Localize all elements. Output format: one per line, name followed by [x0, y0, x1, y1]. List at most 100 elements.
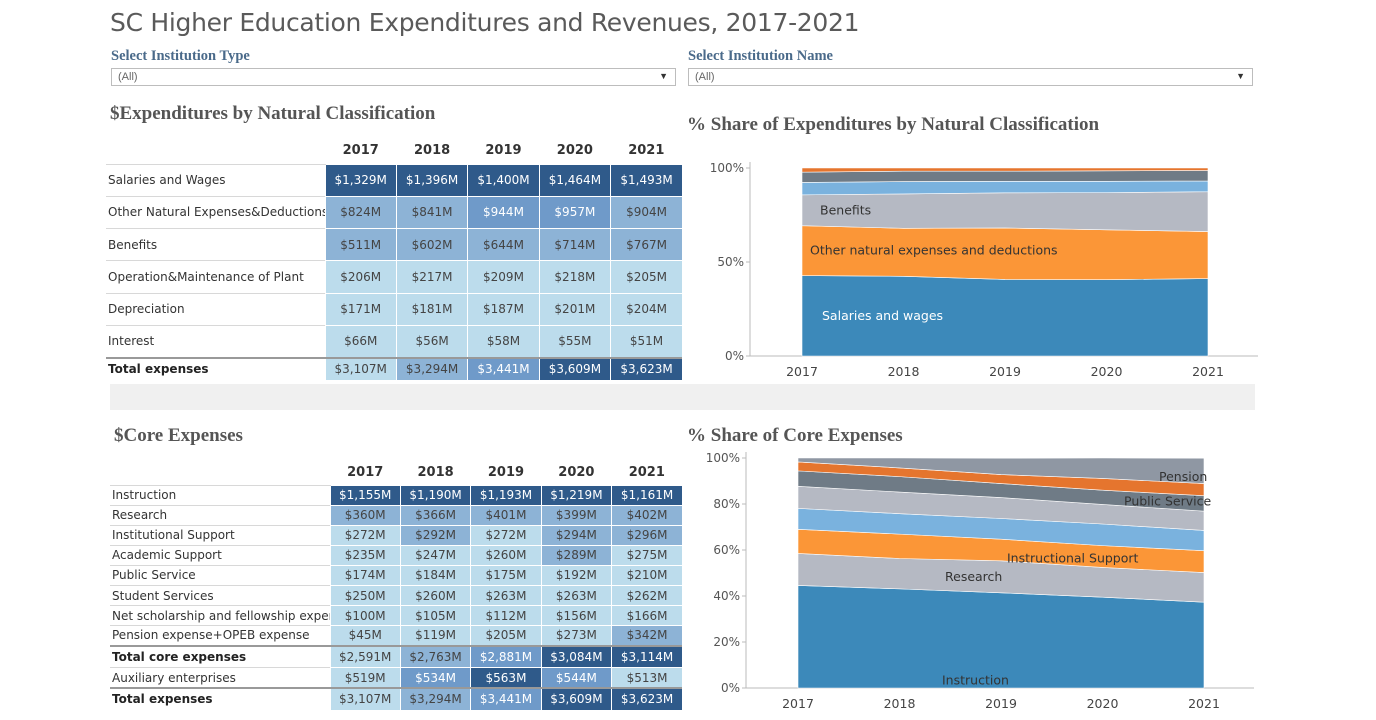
table-cell[interactable]: $3,114M [611, 644, 682, 668]
table-cell[interactable]: $3,107M [324, 356, 397, 380]
table-cell[interactable]: $714M [538, 228, 611, 261]
table-cell[interactable]: $644M [467, 228, 540, 261]
table-cell[interactable]: $273M [540, 625, 612, 646]
table-cell[interactable]: $181M [395, 292, 468, 326]
table-cell[interactable]: $3,609M [538, 356, 611, 380]
table-cell[interactable]: $55M [538, 324, 611, 358]
table-cell[interactable]: $3,294M [395, 356, 468, 380]
table-cell[interactable]: $2,881M [470, 644, 542, 668]
table-cell[interactable]: $1,396M [395, 163, 468, 197]
table-cell[interactable]: $260M [470, 544, 542, 566]
table-cell[interactable]: $209M [467, 260, 540, 294]
table-cell[interactable]: $904M [610, 195, 682, 229]
table-cell[interactable]: $156M [540, 605, 612, 626]
table-cell[interactable]: $366M [399, 504, 471, 526]
table-cell[interactable]: $1,193M [470, 484, 542, 506]
table-cell[interactable]: $401M [470, 504, 542, 526]
table-cell[interactable]: $263M [540, 584, 612, 606]
table-cell[interactable]: $513M [611, 667, 682, 688]
table-cell[interactable]: $1,155M [329, 484, 401, 506]
table-cell[interactable]: $217M [395, 260, 468, 294]
table-cell[interactable]: $205M [470, 625, 542, 646]
table-cell[interactable]: $166M [611, 605, 682, 626]
table-row: Pension expense+OPEB expense $45M $119M $20… [110, 625, 682, 646]
table-cell[interactable]: $3,441M [467, 356, 540, 380]
table-cell[interactable]: $204M [610, 292, 682, 326]
table-cell[interactable]: $51M [610, 324, 682, 358]
institution-name-select[interactable]: (All) ▼ [688, 68, 1253, 86]
table-cell[interactable]: $296M [611, 524, 682, 546]
table-cell[interactable]: $187M [467, 292, 540, 326]
table-cell[interactable]: $112M [470, 605, 542, 626]
area-series-depreciation[interactable] [801, 170, 1209, 183]
table-cell[interactable]: $544M [540, 667, 612, 688]
table-cell[interactable]: $767M [610, 228, 682, 261]
table-cell[interactable]: $957M [538, 195, 611, 229]
area-series-interest[interactable] [801, 167, 1209, 173]
table-cell[interactable]: $944M [467, 195, 540, 229]
table-cell[interactable]: $2,763M [399, 644, 471, 668]
table-cell[interactable]: $342M [611, 625, 682, 646]
table-cell[interactable]: $1,190M [399, 484, 471, 506]
table-cell[interactable]: $250M [329, 584, 401, 606]
table-cell[interactable]: $2,591M [329, 644, 401, 668]
table-cell[interactable]: $1,493M [610, 163, 682, 197]
table-cell[interactable]: $206M [324, 260, 397, 294]
table-cell[interactable]: $402M [611, 504, 682, 526]
table-cell[interactable]: $260M [399, 584, 471, 606]
table-cell[interactable]: $360M [329, 504, 401, 526]
table-cell[interactable]: $275M [611, 544, 682, 566]
table-cell[interactable]: $119M [399, 625, 471, 646]
table-cell[interactable]: $272M [470, 524, 542, 546]
table-cell[interactable]: $1,400M [467, 163, 540, 197]
table-cell[interactable]: $175M [470, 564, 542, 586]
table-cell[interactable]: $247M [399, 544, 471, 566]
table-cell[interactable]: $205M [610, 260, 682, 294]
table-cell[interactable]: $294M [540, 524, 612, 546]
table-cell[interactable]: $272M [329, 524, 401, 546]
row-label: Interest [106, 324, 326, 358]
table-cell[interactable]: $184M [399, 564, 471, 586]
table-cell[interactable]: $3,107M [329, 686, 401, 710]
table-cell[interactable]: $602M [395, 228, 468, 261]
table-cell[interactable]: $3,623M [611, 686, 682, 710]
table-cell[interactable]: $3,441M [470, 686, 542, 710]
table-row: Salaries and Wages $1,329M $1,396M $1,400M $… [106, 163, 682, 197]
table-cell[interactable]: $174M [329, 564, 401, 586]
table-cell[interactable]: $66M [324, 324, 397, 358]
table-cell[interactable]: $3,623M [610, 356, 682, 380]
table-cell[interactable]: $1,329M [324, 163, 397, 197]
table-cell[interactable]: $563M [470, 667, 542, 688]
table-cell[interactable]: $1,464M [538, 163, 611, 197]
table-cell[interactable]: $3,609M [540, 686, 612, 710]
table-cell[interactable]: $292M [399, 524, 471, 546]
table-cell[interactable]: $841M [395, 195, 468, 229]
table-cell[interactable]: $263M [470, 584, 542, 606]
table-cell[interactable]: $511M [324, 228, 397, 261]
table-cell[interactable]: $58M [467, 324, 540, 358]
table-cell[interactable]: $105M [399, 605, 471, 626]
table-cell[interactable]: $399M [540, 504, 612, 526]
table-cell[interactable]: $192M [540, 564, 612, 586]
y-tick-label: 60% [713, 543, 740, 557]
table-cell[interactable]: $3,294M [399, 686, 471, 710]
area-series-pension-expense-opeb-expense[interactable] [797, 457, 1205, 484]
table-cell[interactable]: $210M [611, 564, 682, 586]
table-cell[interactable]: $824M [324, 195, 397, 229]
table-cell[interactable]: $534M [399, 667, 471, 688]
table-cell[interactable]: $100M [329, 605, 401, 626]
institution-type-select[interactable]: (All) ▼ [111, 68, 676, 86]
table-cell[interactable]: $262M [611, 584, 682, 606]
table-cell[interactable]: $218M [538, 260, 611, 294]
table-cell[interactable]: $1,219M [540, 484, 612, 506]
table-cell[interactable]: $171M [324, 292, 397, 326]
table-cell[interactable]: $45M [329, 625, 401, 646]
table-cell[interactable]: $201M [538, 292, 611, 326]
table-cell[interactable]: $1,161M [611, 484, 682, 506]
table-cell[interactable]: $3,084M [540, 644, 612, 668]
table-cell[interactable]: $519M [329, 667, 401, 688]
x-tick-label: 2020 [1087, 696, 1119, 711]
table-cell[interactable]: $56M [395, 324, 468, 358]
table-cell[interactable]: $235M [329, 544, 401, 566]
table-cell[interactable]: $289M [540, 544, 612, 566]
